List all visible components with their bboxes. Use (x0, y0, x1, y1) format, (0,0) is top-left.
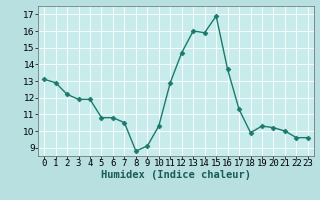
X-axis label: Humidex (Indice chaleur): Humidex (Indice chaleur) (101, 170, 251, 180)
